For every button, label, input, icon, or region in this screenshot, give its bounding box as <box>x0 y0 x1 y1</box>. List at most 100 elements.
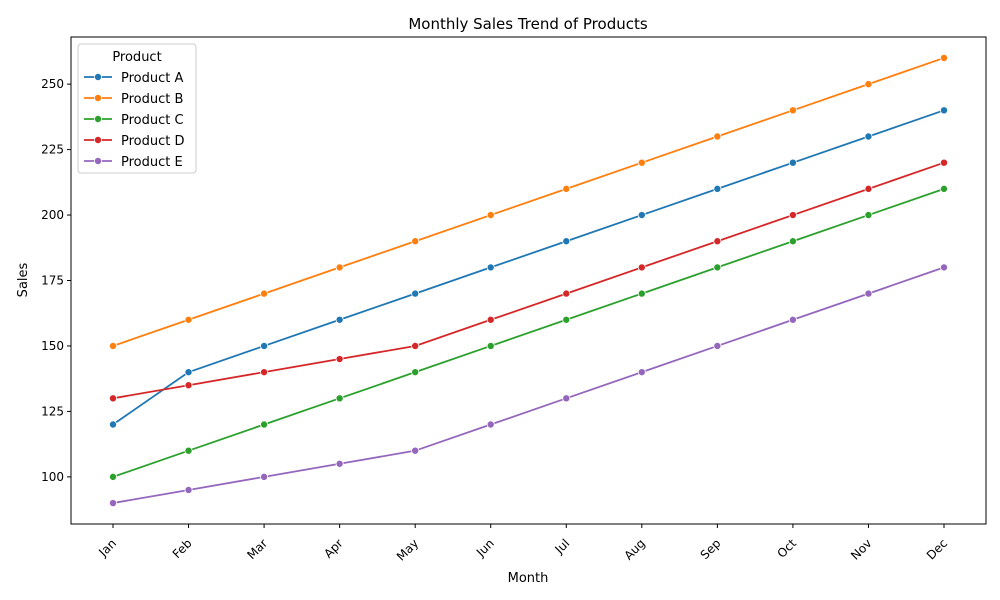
data-point <box>486 263 495 272</box>
data-point <box>788 106 797 115</box>
data-point <box>713 132 722 141</box>
data-point <box>411 237 420 246</box>
data-point <box>788 315 797 324</box>
plot-marks <box>109 53 949 508</box>
legend: Product Product A Product B Product C Produc… <box>77 43 197 174</box>
data-point <box>335 315 344 324</box>
x-tick-label: Jun <box>473 536 497 560</box>
data-point <box>411 289 420 298</box>
data-point <box>260 341 269 350</box>
data-point <box>486 315 495 324</box>
y-tick-label: 125 <box>41 404 64 418</box>
data-point <box>335 263 344 272</box>
data-point <box>486 420 495 429</box>
data-point <box>184 368 193 377</box>
data-point <box>260 472 269 481</box>
legend-entry: Product C <box>121 113 184 128</box>
legend-swatch-marker <box>94 94 103 103</box>
data-point <box>260 420 269 429</box>
data-point <box>335 355 344 364</box>
data-point <box>486 211 495 220</box>
data-point <box>184 485 193 494</box>
data-point <box>486 341 495 350</box>
chart-title: Monthly Sales Trend of Products <box>408 15 648 33</box>
data-point <box>562 237 571 246</box>
data-point <box>864 211 873 220</box>
x-tick-label: Sep <box>698 536 724 562</box>
x-tick-label: Oct <box>774 536 799 561</box>
data-point <box>411 341 420 350</box>
x-tick-label: Nov <box>848 536 874 562</box>
y-tick-label: 175 <box>41 274 64 288</box>
data-point <box>940 53 949 62</box>
data-point <box>788 158 797 167</box>
data-point <box>109 499 118 508</box>
x-tick-label: Jul <box>552 536 573 557</box>
y-tick-label: 250 <box>41 77 64 91</box>
data-point <box>184 381 193 390</box>
legend-title: Product <box>112 50 161 65</box>
data-point <box>562 394 571 403</box>
data-point <box>260 368 269 377</box>
x-tick-label: Feb <box>170 536 195 561</box>
legend-swatch-marker <box>94 115 103 124</box>
legend-swatch-marker <box>94 156 103 165</box>
data-point <box>260 289 269 298</box>
data-point <box>637 263 646 272</box>
data-point <box>562 184 571 193</box>
data-point <box>637 158 646 167</box>
series-line-product-c <box>112 188 945 478</box>
data-point <box>788 237 797 246</box>
data-point <box>335 394 344 403</box>
legend-entry: Product D <box>121 134 185 149</box>
series-line-product-a <box>112 109 945 426</box>
data-point <box>940 184 949 193</box>
data-point <box>940 106 949 115</box>
data-point <box>864 80 873 89</box>
y-tick-label: 100 <box>41 470 64 484</box>
legend-swatch-marker <box>94 73 103 82</box>
data-point <box>864 132 873 141</box>
data-point <box>637 211 646 220</box>
x-axis: Jan Feb Mar Apr May Jun Jul Aug Sep Oct Nov Dec <box>95 524 950 564</box>
data-point <box>184 446 193 455</box>
y-axis-label: Sales <box>16 262 31 297</box>
x-tick-label: Aug <box>621 536 647 562</box>
x-tick-label: Dec <box>924 536 950 562</box>
y-tick-label: 225 <box>41 143 64 157</box>
data-point <box>637 289 646 298</box>
data-point <box>713 184 722 193</box>
x-axis-label: Month <box>508 571 549 586</box>
data-point <box>864 184 873 193</box>
data-point <box>637 368 646 377</box>
x-tick-label: Jan <box>95 536 119 560</box>
data-point <box>864 289 873 298</box>
data-point <box>562 289 571 298</box>
series-line-product-b <box>112 57 945 347</box>
data-point <box>109 394 118 403</box>
data-point <box>109 472 118 481</box>
legend-swatch-marker <box>94 135 103 144</box>
data-point <box>184 315 193 324</box>
data-point <box>411 368 420 377</box>
data-point <box>713 263 722 272</box>
legend-entry: Product E <box>121 155 183 170</box>
plot-frame <box>70 36 987 525</box>
data-point <box>562 315 571 324</box>
x-tick-label: Mar <box>244 536 270 562</box>
data-point <box>940 263 949 272</box>
data-point <box>940 158 949 167</box>
data-point <box>713 341 722 350</box>
x-tick-label: May <box>394 536 421 563</box>
legend-entry: Product B <box>121 92 183 107</box>
y-axis: 100 125 150 175 200 225 250 <box>41 77 71 484</box>
data-point <box>713 237 722 246</box>
data-point <box>109 341 118 350</box>
series-line-product-e <box>112 266 945 504</box>
data-point <box>335 459 344 468</box>
series-line-product-d <box>112 161 945 400</box>
y-tick-label: 150 <box>41 339 64 353</box>
y-tick-label: 200 <box>41 208 64 222</box>
legend-entry: Product A <box>121 71 183 86</box>
